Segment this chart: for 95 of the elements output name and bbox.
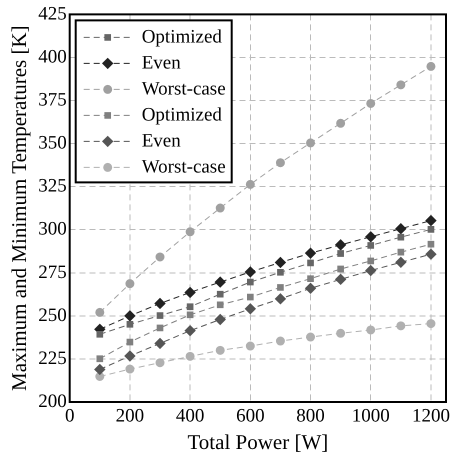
point [425,215,436,226]
point [305,248,316,259]
point [216,346,225,355]
y-tick-label: 375 [38,90,67,111]
point [246,180,255,189]
y-tick-label: 200 [38,390,67,412]
point [395,223,406,234]
point [94,364,106,375]
point [214,314,226,325]
point [277,284,284,291]
x-tick-label: 1200 [412,405,450,426]
point [366,98,376,108]
legend-label: Worst-case [142,78,226,100]
point [156,358,165,368]
point [124,350,136,362]
point [367,242,374,249]
legend-label: Optimized [142,26,222,48]
point [306,138,316,148]
point [154,338,166,349]
point [274,293,286,304]
y-tick-label: 275 [38,262,67,283]
legend-label: Worst-case [142,156,226,178]
point [306,332,316,342]
point [125,279,134,288]
point [156,324,164,332]
point [186,227,195,236]
point [426,319,436,328]
y-tick-label: 400 [38,46,67,68]
x-tick-label: 1000 [352,405,390,426]
point [96,330,104,338]
point [274,256,286,268]
point [246,342,255,351]
point [426,62,436,71]
point [336,118,346,128]
point [126,338,134,346]
legend-label: Even [142,130,182,152]
y-tick-label: 300 [38,218,67,240]
point [425,248,436,260]
point [396,80,406,90]
y-tick-label: 250 [38,304,67,326]
point [244,303,256,314]
point [337,266,344,272]
point [184,325,196,336]
point [276,158,285,168]
x-tick-label: 600 [236,405,265,426]
point [184,286,196,298]
point [395,256,406,268]
legend-label: Optimized [142,104,222,126]
point [246,278,254,286]
y-tick-label: 350 [38,132,67,154]
point [126,320,134,328]
point [244,266,256,278]
point [216,302,224,308]
point [305,282,316,294]
x-tick-label: 200 [116,405,144,426]
point [428,226,434,233]
point [156,252,165,262]
y-tick-label: 225 [38,348,67,369]
point [154,298,166,309]
point [365,231,376,242]
point [276,336,285,346]
point [307,260,314,266]
point [277,268,284,276]
point [365,265,376,276]
point [186,312,194,318]
point [124,310,136,322]
point [96,355,104,362]
point [428,240,434,248]
point [396,321,406,330]
point [366,325,376,334]
point [125,364,134,374]
x-tick-label: 400 [176,405,204,426]
point [367,258,374,264]
point [216,204,225,213]
point [246,294,254,300]
y-axis-title: Maximum and Minimum Temperatures [K] [7,25,32,391]
point [307,275,314,282]
x-tick-label: 800 [296,405,325,426]
legend-label: Even [142,52,182,74]
point [335,239,346,250]
point [337,250,344,257]
point [156,312,164,319]
point [214,276,226,288]
point [95,308,104,317]
point [186,303,194,310]
y-tick-label: 425 [38,3,67,24]
point [336,328,346,338]
x-tick-label: 0 [64,405,74,426]
point [216,290,224,298]
point [335,274,346,285]
point [186,352,195,361]
point [398,234,404,240]
x-axis-title: Total Power [W] [187,430,328,454]
y-tick-label: 325 [38,176,67,197]
point [398,248,404,256]
